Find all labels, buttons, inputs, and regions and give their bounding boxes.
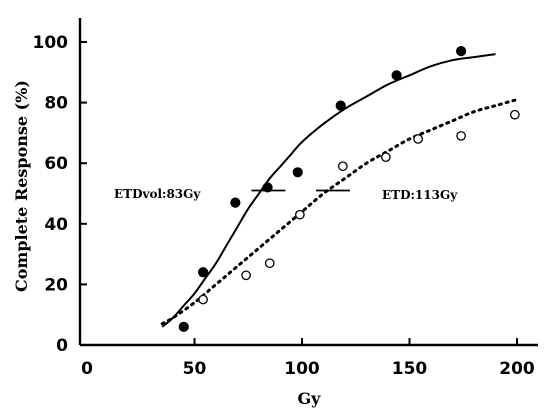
- fit-curve-filled: [161, 53, 496, 328]
- open-data-point: [294, 209, 305, 220]
- open-data-point: [241, 270, 251, 281]
- filled-data-point: [178, 321, 189, 332]
- y-tick-label: 60: [44, 154, 68, 174]
- y-tick-label: 80: [44, 94, 68, 114]
- filled-data-point: [198, 267, 209, 278]
- x-tick-label: 200: [499, 359, 535, 379]
- open-data-point: [380, 152, 391, 162]
- filled-data-point: [391, 70, 402, 81]
- filled-data-point: [456, 45, 467, 57]
- data-markers: [178, 45, 520, 332]
- filled-data-point: [335, 100, 346, 111]
- etd-label: ETDvol:83Gy: [114, 187, 201, 201]
- filled-data-point: [230, 197, 241, 208]
- etd-label: ETD:113Gy: [382, 188, 458, 202]
- y-tick-label: 40: [44, 215, 68, 235]
- x-tick-label: 0: [81, 359, 93, 379]
- open-data-point: [337, 161, 348, 172]
- open-data-point: [456, 131, 466, 141]
- axes: [78, 18, 538, 347]
- fit-curve-open: [160, 98, 519, 326]
- tick-labels: 0 20 40 60 80 100 0 50 100 150 200: [33, 33, 535, 379]
- open-data-point: [264, 258, 275, 269]
- open-data-point: [509, 109, 520, 120]
- ticks: [80, 41, 518, 346]
- y-tick-label: 20: [44, 275, 68, 295]
- y-tick-label: 0: [56, 336, 68, 356]
- x-tick-label: 50: [183, 359, 207, 379]
- x-tick-label: 100: [284, 359, 320, 379]
- y-axis-title: Complete Response (%): [12, 80, 31, 292]
- x-axis-title: Gy: [298, 389, 322, 408]
- y-tick-label: 100: [33, 33, 69, 53]
- x-tick-label: 150: [392, 359, 428, 379]
- fit-curves: [160, 53, 519, 328]
- etd-annotations: ETDvol:83Gy ETD:113Gy: [114, 187, 458, 202]
- open-data-point: [413, 134, 423, 144]
- open-data-point: [198, 294, 208, 305]
- filled-data-point: [292, 167, 303, 178]
